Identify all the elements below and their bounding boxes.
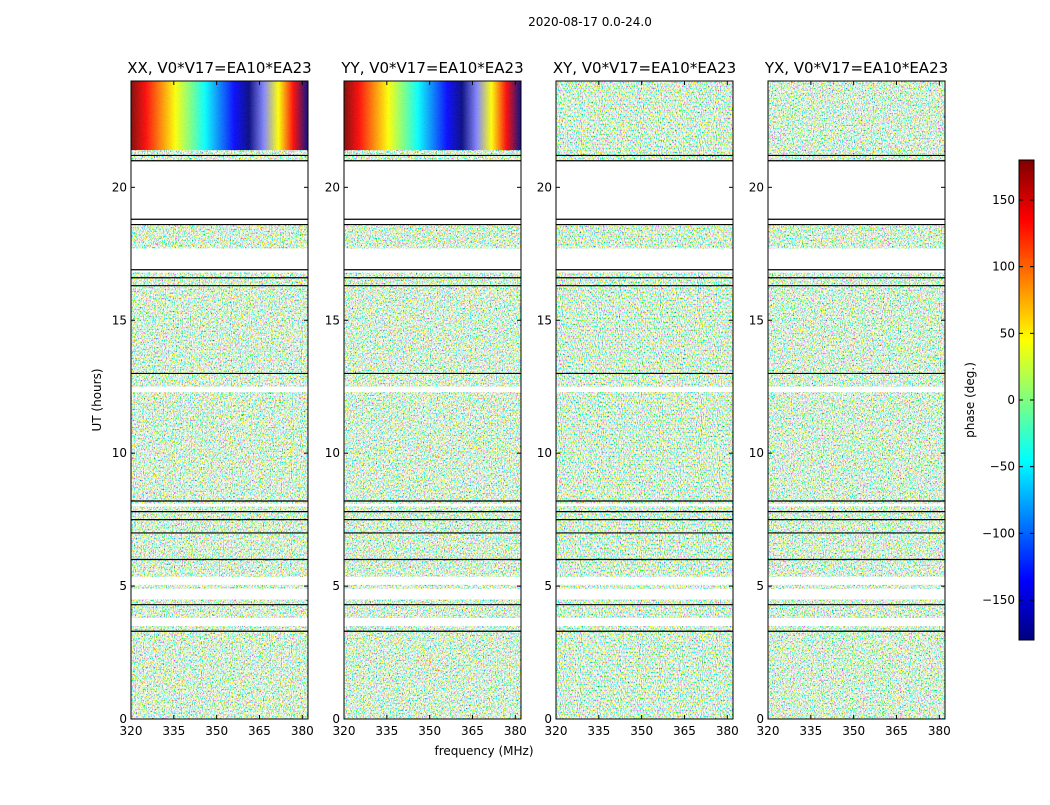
- x-tick-label-yx-320: 320: [757, 724, 780, 738]
- x-tick-label-yx-380: 380: [928, 724, 951, 738]
- flagged-region-yx-4: [768, 576, 945, 585]
- y-tick-label-yy-10: 10: [325, 446, 340, 460]
- colorbar-label: phase (deg.): [963, 362, 977, 438]
- flagged-region-yy-6: [344, 617, 521, 626]
- y-tick-label-yy-5: 5: [332, 579, 340, 593]
- flagged-region-yx-1: [768, 248, 945, 273]
- y-tick-label-xx-5: 5: [119, 579, 127, 593]
- x-axis-label: frequency (MHz): [434, 744, 533, 758]
- flagged-region-xy-1: [556, 248, 733, 273]
- x-tick-label-yy-365: 365: [461, 724, 484, 738]
- x-tick-label-yx-365: 365: [885, 724, 908, 738]
- flagged-region-yx-5: [768, 588, 945, 600]
- flagged-region-xy-6: [556, 617, 733, 626]
- flagged-region-yy-0: [344, 160, 521, 225]
- y-tick-label-yx-20: 20: [749, 180, 764, 194]
- panel-xy: XY, V0*V17=EA10*EA23 320 335 350 365 380 0 5 10 1…: [537, 59, 739, 738]
- flagged-region-yy-2: [344, 386, 521, 393]
- flagged-region-xy-4: [556, 576, 733, 585]
- y-tick-label-xy-15: 15: [537, 313, 552, 327]
- y-axis-label: UT (hours): [90, 368, 104, 431]
- colorbar-tick-label-0: 150: [992, 193, 1015, 207]
- flagged-region-xy-3: [556, 503, 733, 507]
- panels-layer: XX, V0*V17=EA10*EA23 320 335 350 365 380 0 5 10 1…: [112, 59, 951, 738]
- flagged-region-yx-0: [768, 160, 945, 225]
- flagged-region-yx-2: [768, 386, 945, 393]
- flagged-region-yx-3: [768, 503, 945, 507]
- y-tick-label-yx-10: 10: [749, 446, 764, 460]
- y-tick-label-xy-0: 0: [544, 712, 552, 726]
- panel-xx: XX, V0*V17=EA10*EA23 320 335 350 365 380 0 5 10 1…: [112, 59, 314, 738]
- flagged-region-xx-5: [131, 588, 308, 600]
- x-tick-label-yy-320: 320: [333, 724, 356, 738]
- x-tick-label-xy-365: 365: [673, 724, 696, 738]
- flagged-region-xx-4: [131, 576, 308, 585]
- panel-frame-xx: [130, 80, 309, 720]
- y-tick-label-yy-0: 0: [332, 712, 340, 726]
- y-tick-label-yx-5: 5: [756, 579, 764, 593]
- x-tick-label-yx-335: 335: [799, 724, 822, 738]
- x-tick-label-xx-320: 320: [120, 724, 143, 738]
- y-tick-label-yy-15: 15: [325, 313, 340, 327]
- flagged-region-xx-1: [131, 248, 308, 273]
- coherent-band-xx: [131, 81, 308, 151]
- panel-yy: YY, V0*V17=EA10*EA23 320 335 350 365 380 0 5 10 1…: [325, 59, 527, 738]
- figure-title: 2020-08-17 0.0-24.0: [528, 15, 652, 29]
- panel-frame-yy: [343, 80, 522, 720]
- flagged-region-xx-2: [131, 386, 308, 393]
- colorbar-tick-label-2: 50: [1000, 326, 1015, 340]
- flagged-region-yx-6: [768, 617, 945, 626]
- x-tick-label-xy-350: 350: [630, 724, 653, 738]
- x-tick-label-yy-380: 380: [504, 724, 527, 738]
- panel-title-xy: XY, V0*V17=EA10*EA23: [553, 59, 736, 77]
- x-tick-label-xx-335: 335: [162, 724, 185, 738]
- flagged-region-yy-4: [344, 576, 521, 585]
- x-tick-label-yy-350: 350: [418, 724, 441, 738]
- colorbar: 150 100 50 0 −50 −100 −150: [982, 159, 1035, 641]
- colorbar-tick-label-4: −50: [990, 460, 1015, 474]
- y-tick-label-xy-5: 5: [544, 579, 552, 593]
- flagged-region-yy-5: [344, 588, 521, 600]
- flagged-region-xy-5: [556, 588, 733, 600]
- y-tick-label-yy-20: 20: [325, 180, 340, 194]
- y-tick-label-xx-15: 15: [112, 313, 127, 327]
- panel-title-yx: YX, V0*V17=EA10*EA23: [764, 59, 948, 77]
- y-tick-label-yx-0: 0: [756, 712, 764, 726]
- panel-title-yy: YY, V0*V17=EA10*EA23: [340, 59, 523, 77]
- x-tick-label-xx-350: 350: [205, 724, 228, 738]
- panel-yx: YX, V0*V17=EA10*EA23 320 335 350 365 380 0 5 10 1…: [749, 59, 951, 738]
- x-tick-label-xy-320: 320: [545, 724, 568, 738]
- flagged-region-yy-1: [344, 248, 521, 273]
- coherent-band-yy: [344, 81, 521, 151]
- y-tick-label-xx-0: 0: [119, 712, 127, 726]
- panel-title-xx: XX, V0*V17=EA10*EA23: [127, 59, 311, 77]
- flagged-region-xy-2: [556, 386, 733, 393]
- x-tick-label-xy-380: 380: [716, 724, 739, 738]
- x-tick-label-xy-335: 335: [587, 724, 610, 738]
- y-tick-label-xx-20: 20: [112, 180, 127, 194]
- colorbar-tick-label-3: 0: [1007, 393, 1015, 407]
- flagged-region-xy-0: [556, 160, 733, 225]
- flagged-region-xx-3: [131, 503, 308, 507]
- colorbar-tick-label-6: −150: [982, 593, 1015, 607]
- flagged-region-xx-6: [131, 617, 308, 626]
- y-tick-label-xy-20: 20: [537, 180, 552, 194]
- x-tick-label-yy-335: 335: [375, 724, 398, 738]
- y-tick-label-xy-10: 10: [537, 446, 552, 460]
- x-tick-label-xx-380: 380: [291, 724, 314, 738]
- x-tick-label-xx-365: 365: [248, 724, 271, 738]
- y-tick-label-yx-15: 15: [749, 313, 764, 327]
- colorbar-tick-label-5: −100: [982, 526, 1015, 540]
- panel-frame-xy: [555, 80, 734, 720]
- x-tick-label-yx-350: 350: [842, 724, 865, 738]
- flagged-region-yy-3: [344, 503, 521, 507]
- panel-frame-yx: [767, 80, 946, 720]
- flagged-region-xx-0: [131, 160, 308, 225]
- colorbar-tick-label-1: 100: [992, 260, 1015, 274]
- y-tick-label-xx-10: 10: [112, 446, 127, 460]
